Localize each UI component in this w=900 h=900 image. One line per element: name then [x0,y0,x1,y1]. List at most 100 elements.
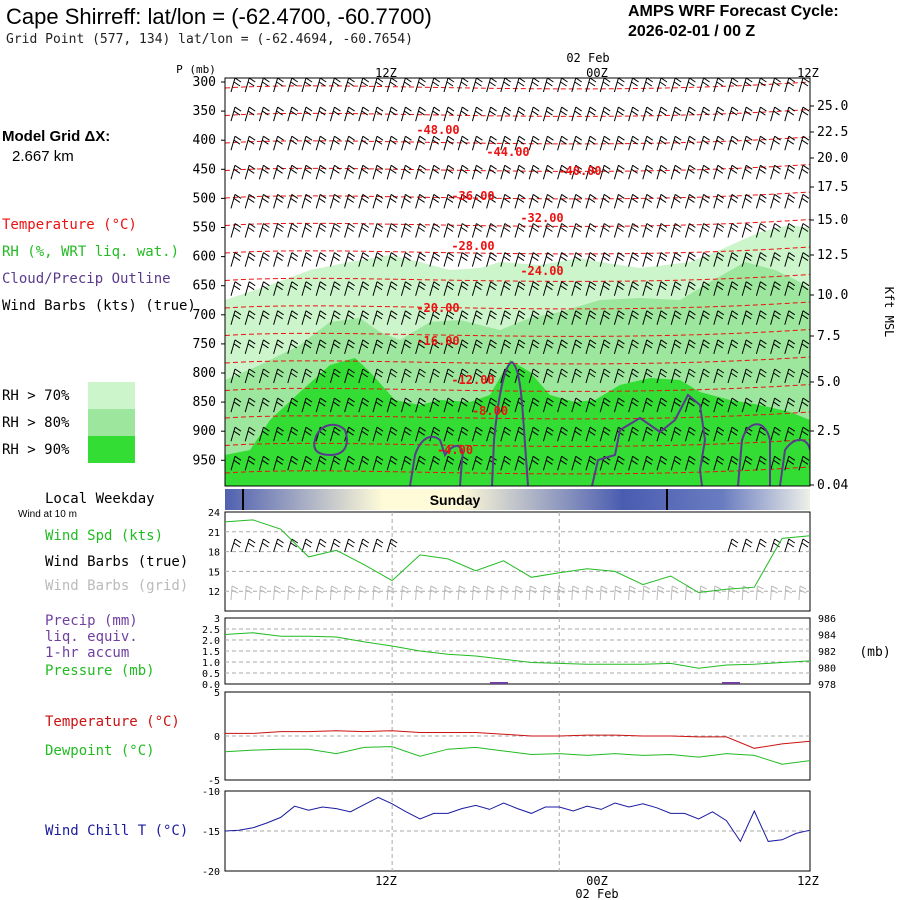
wind-barb [741,368,753,384]
wind-barb [273,310,284,325]
isotherm-label: -24.00 [520,264,563,278]
pressure-yaxis: 986 984 982 980 978 [818,614,836,691]
bottom-tick-12z-b: 12Z [797,874,819,888]
wind-barb [770,455,781,471]
rh-scale-swatch-70 [88,382,135,409]
wind-barb [713,106,725,122]
wind-barb [741,281,753,296]
wind-barb [628,281,639,296]
wind-barb [400,426,412,442]
wind-barb [571,339,583,355]
wind-barb [315,78,327,93]
ytick-label: 0.0 [202,680,220,691]
wind-barb [287,106,299,122]
wind-barb [457,164,469,180]
wind-barb [684,106,696,122]
wind-barb [755,78,767,93]
wind-barb [372,252,384,267]
wind-barb [443,368,455,384]
wind-barb [230,455,242,471]
isotherm-line [225,439,810,447]
wind-barb [386,339,398,355]
wind-barb [656,455,668,471]
wind-barb [471,193,483,209]
wind-barb [770,164,781,180]
wind-barb [258,223,270,238]
wind-barb [500,223,512,238]
wind-barb [471,78,483,93]
wind-barb [457,193,469,209]
wind-barb [244,426,256,442]
wind-barb [599,223,611,238]
wind-barb-grid [585,585,594,601]
wind-barb [301,281,313,296]
pressure-tick-label: 350 [193,104,216,119]
wind-barb [344,310,355,325]
wind-barb [684,164,696,180]
pressure-tick-label: 700 [193,308,216,323]
precip-accum-label: 1-hr accum [45,645,130,661]
wind-barb-true [315,538,327,553]
wind-barb [500,135,512,151]
wind-barb [741,193,753,209]
wind-barb [670,78,682,93]
wind-barb [628,426,639,442]
wind-barb [415,164,426,180]
top-tick-12z-b: 12Z [797,66,819,80]
wind-barb [599,310,611,325]
wind-barb [798,455,810,471]
wind-barb [670,455,682,471]
wind-barb [358,455,370,471]
wind-barb [713,281,725,296]
wind-barb [273,252,284,267]
wind-barb [784,310,796,325]
model-grid-value: 2.667 km [12,148,74,165]
wind-barb [599,164,611,180]
wind-barb [273,455,284,471]
wind-barb [329,455,341,471]
top-date-label: 02 Feb [566,51,609,65]
isotherm-line [225,384,810,392]
isotherm-line [225,274,810,282]
wind-barb [628,193,639,209]
wind-barb [273,193,284,209]
wind-barb [471,455,483,471]
wind-barb [613,252,625,267]
wind-barb [429,397,441,413]
ytick-label: -10 [202,787,220,798]
wind-barb [358,223,370,238]
wind-barb [784,252,796,267]
pressure-tick-label: 850 [193,395,216,410]
wind-barb [741,310,753,325]
height-tick-label: 0.04 [817,478,848,493]
wind-barb [684,193,696,209]
wind-barb [656,164,668,180]
wind-barb [770,223,781,238]
wind-barb-true [755,538,767,553]
rh-scale-label-80: RH > 80% [2,415,70,431]
isotherm-label: -32.00 [520,211,563,225]
wind-barb [699,78,710,93]
wind-barb [258,310,270,325]
wind-barb [471,106,483,122]
ytick-label: 0 [214,732,220,743]
ytick-label: -5 [208,776,220,787]
ytick-label: 0.5 [202,669,220,680]
wind-barb [798,193,810,209]
wind-barb-grid [571,585,580,601]
wind-barb [301,368,313,384]
wind-barb [642,78,654,93]
wind-barb [230,106,242,122]
bottom-tick-12z-a: 12Z [375,874,397,888]
wind-barb [415,252,426,267]
wind-barb [770,397,781,413]
wind-barb [287,455,299,471]
wind-barb [713,455,725,471]
wind-barb [443,339,455,355]
wind-panel-subheader: Wind at 10 m [18,509,77,520]
wind-barb [557,426,568,442]
wind-barb [301,106,313,122]
weekday-header: Local Weekday [45,491,155,507]
wind-barb [301,339,313,355]
wind-barb [727,455,739,471]
